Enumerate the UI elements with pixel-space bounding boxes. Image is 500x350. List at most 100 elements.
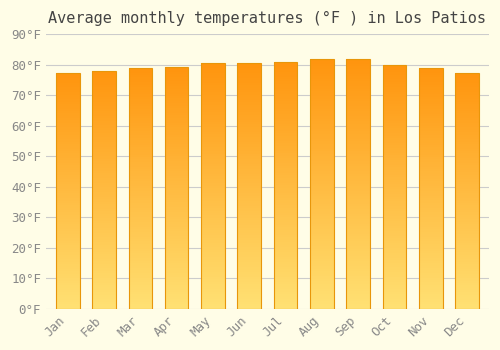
Bar	[274, 96, 297, 99]
Bar	[56, 120, 80, 123]
Bar	[165, 190, 188, 193]
Bar	[56, 255, 80, 257]
Bar	[56, 198, 80, 201]
Bar	[382, 226, 406, 228]
Bar	[456, 307, 479, 309]
Bar	[56, 125, 80, 127]
Bar	[56, 283, 80, 285]
Bar	[419, 205, 442, 208]
Bar	[419, 99, 442, 102]
Bar	[382, 182, 406, 184]
Bar	[56, 108, 80, 111]
Bar	[346, 69, 370, 71]
Bar	[310, 171, 334, 174]
Bar	[456, 187, 479, 189]
Bar	[310, 96, 334, 99]
Bar	[201, 156, 225, 159]
Bar	[274, 217, 297, 220]
Bar	[165, 193, 188, 195]
Bar	[346, 176, 370, 179]
Bar	[238, 169, 261, 171]
Bar	[382, 92, 406, 94]
Bar	[201, 110, 225, 112]
Bar	[201, 132, 225, 134]
Bar	[201, 247, 225, 250]
Bar	[92, 116, 116, 118]
Bar	[92, 245, 116, 247]
Bar	[56, 217, 80, 219]
Bar	[419, 140, 442, 142]
Bar	[56, 240, 80, 243]
Bar	[419, 196, 442, 198]
Bar	[419, 220, 442, 222]
Bar	[419, 307, 442, 309]
Bar	[165, 212, 188, 215]
Bar	[382, 65, 406, 309]
Bar	[92, 252, 116, 254]
Bar	[274, 284, 297, 287]
Bar	[92, 242, 116, 245]
Bar	[346, 231, 370, 234]
Bar	[310, 304, 334, 306]
Bar	[274, 66, 297, 69]
Bar	[238, 255, 261, 257]
Bar	[419, 80, 442, 82]
Bar	[201, 122, 225, 125]
Bar	[165, 74, 188, 77]
Bar	[201, 272, 225, 274]
Bar	[92, 75, 116, 78]
Bar	[201, 139, 225, 142]
Bar	[56, 238, 80, 240]
Bar	[419, 131, 442, 133]
Bar	[92, 247, 116, 249]
Bar	[238, 63, 261, 309]
Bar	[419, 191, 442, 193]
Bar	[238, 203, 261, 205]
Bar	[56, 172, 80, 175]
Bar	[56, 281, 80, 283]
Bar	[382, 123, 406, 126]
Bar	[128, 97, 152, 99]
Bar	[419, 106, 442, 109]
Bar	[128, 239, 152, 241]
Bar	[128, 208, 152, 210]
Bar	[310, 169, 334, 171]
Bar	[56, 196, 80, 198]
Bar	[201, 174, 225, 176]
Bar	[456, 94, 479, 97]
Bar	[128, 111, 152, 114]
Bar	[274, 141, 297, 143]
Bar	[165, 229, 188, 231]
Bar	[238, 277, 261, 279]
Bar	[456, 146, 479, 149]
Bar	[238, 139, 261, 142]
Bar	[128, 169, 152, 171]
Bar	[201, 289, 225, 292]
Bar	[456, 170, 479, 172]
Bar	[456, 271, 479, 274]
Bar	[456, 255, 479, 257]
Bar	[382, 89, 406, 92]
Bar	[128, 292, 152, 294]
Bar	[456, 172, 479, 175]
Bar	[56, 304, 80, 307]
Bar	[238, 230, 261, 233]
Bar	[165, 299, 188, 302]
Bar	[346, 136, 370, 139]
Bar	[128, 138, 152, 140]
Bar	[456, 156, 479, 158]
Bar	[310, 131, 334, 134]
Bar	[346, 96, 370, 99]
Bar	[274, 292, 297, 294]
Bar	[238, 289, 261, 292]
Bar	[201, 218, 225, 220]
Bar	[92, 292, 116, 295]
Bar	[165, 287, 188, 289]
Bar	[165, 231, 188, 234]
Bar	[274, 79, 297, 82]
Bar	[310, 141, 334, 144]
Bar	[238, 201, 261, 203]
Bar	[456, 92, 479, 94]
Bar	[165, 130, 188, 132]
Bar	[128, 106, 152, 109]
